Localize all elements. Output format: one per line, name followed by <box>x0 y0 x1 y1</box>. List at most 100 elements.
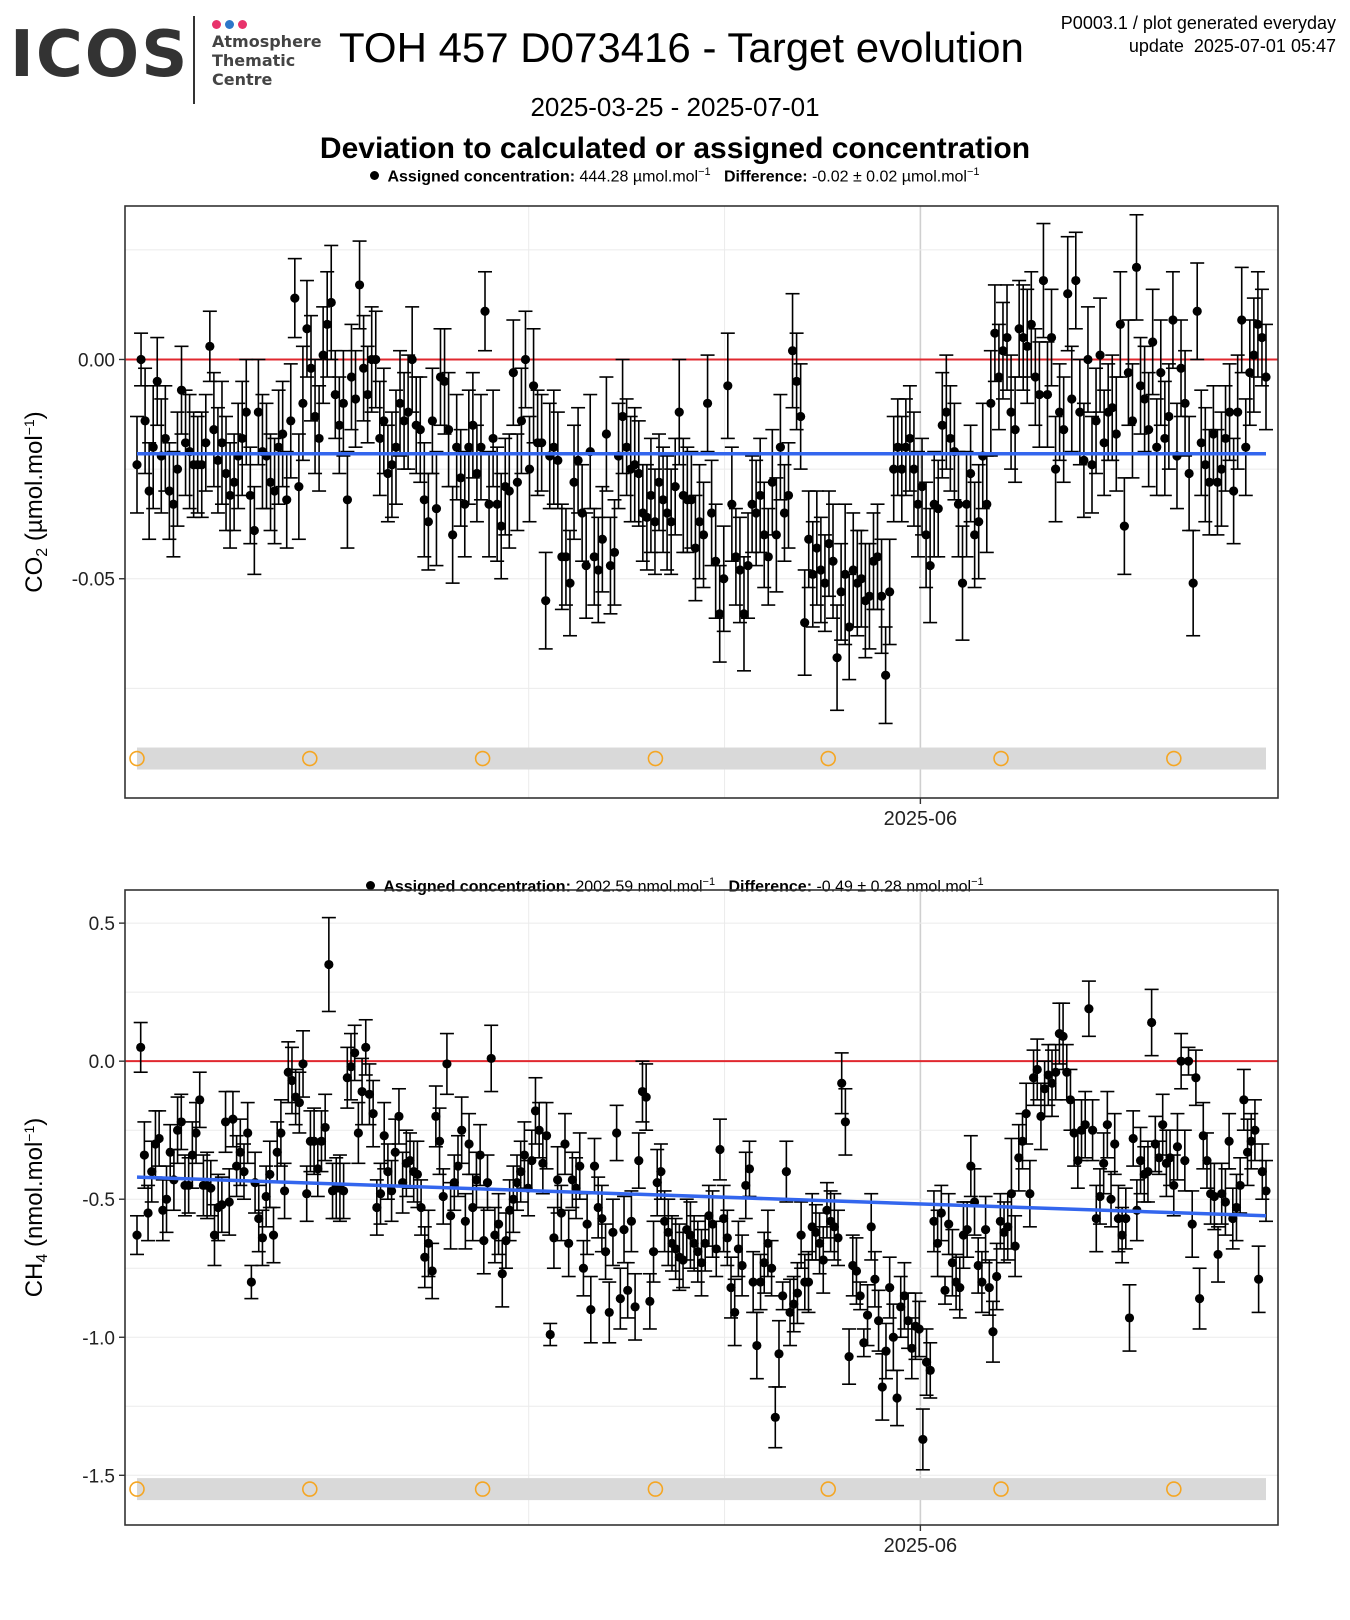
data-point <box>1123 368 1134 378</box>
data-point <box>990 328 1000 338</box>
data-point <box>375 1189 386 1199</box>
data-point <box>1006 407 1016 417</box>
data-point <box>265 477 276 487</box>
data-point <box>1250 1125 1260 1135</box>
data-point <box>593 565 603 575</box>
data-point <box>524 464 535 474</box>
data-point <box>1144 425 1154 435</box>
legend-assigned-exp: −1 <box>702 876 716 888</box>
data-point <box>988 1327 998 1337</box>
data-point <box>848 565 858 575</box>
data-point <box>855 1291 865 1301</box>
data-point <box>881 670 891 680</box>
data-point <box>269 486 280 496</box>
data-point <box>820 578 830 588</box>
ch4-panel: 0.5 0.0 -0.5 -1.0 -1.5 2025-06 CH4 (nmol.mol−1… <box>21 889 1279 1557</box>
data-point <box>353 1128 363 1138</box>
data-point <box>346 1062 356 1072</box>
data-point <box>759 1258 769 1268</box>
data-point <box>656 1167 666 1177</box>
data-point <box>1184 468 1194 479</box>
data-point <box>427 1266 437 1276</box>
data-point <box>306 363 316 373</box>
data-point <box>604 1307 614 1318</box>
data-point <box>824 539 834 549</box>
data-point <box>265 1169 275 1179</box>
data-point <box>1102 1120 1112 1130</box>
data-point <box>937 420 947 430</box>
legend-point-icon <box>366 881 376 891</box>
data-point <box>888 1332 898 1342</box>
ch4-legend: Assigned concentration: 2002.59 nmol.mol… <box>0 876 1350 896</box>
cylinder-change-marker <box>302 750 318 767</box>
cylinder-change-band <box>137 1478 1266 1501</box>
data-point <box>480 306 490 316</box>
data-point <box>152 376 162 387</box>
logo-dot <box>212 20 221 29</box>
data-point <box>804 534 814 544</box>
data-point <box>538 1158 548 1168</box>
data-point <box>197 460 207 470</box>
cylinder-change-band <box>137 747 1266 770</box>
data-point <box>508 368 518 378</box>
cylinder-change-marker <box>129 1481 145 1497</box>
data-point <box>775 442 786 452</box>
data-point <box>998 346 1008 356</box>
data-point <box>493 1219 504 1229</box>
data-point <box>278 429 288 439</box>
data-point <box>800 617 810 628</box>
data-point <box>1063 289 1073 299</box>
data-point <box>698 530 709 540</box>
data-point <box>654 477 664 487</box>
data-point <box>837 1078 847 1088</box>
data-point <box>1030 372 1040 382</box>
update-line: update 2025-07-01 05:47 <box>1128 36 1336 56</box>
data-point <box>662 508 672 518</box>
data-point <box>1213 1249 1223 1260</box>
data-point <box>743 560 753 571</box>
data-point <box>475 1150 485 1160</box>
data-point <box>774 1349 784 1359</box>
data-point <box>136 1042 146 1052</box>
data-point <box>1124 1313 1135 1323</box>
data-point <box>245 490 255 501</box>
data-point <box>905 433 915 444</box>
data-point <box>896 1302 906 1312</box>
data-point <box>1220 433 1231 444</box>
data-point <box>326 297 336 308</box>
data-point <box>302 324 312 334</box>
data-point <box>302 1189 312 1199</box>
data-point <box>605 560 616 571</box>
data-point <box>1010 425 1020 435</box>
data-point <box>1043 1070 1053 1080</box>
data-point <box>1034 389 1044 400</box>
data-point <box>980 1224 991 1235</box>
data-point <box>1111 429 1121 439</box>
cylinder-change-marker <box>474 750 491 767</box>
data-point <box>646 490 656 501</box>
data-point <box>763 552 773 562</box>
y-axis-label-part: CO <box>21 557 48 593</box>
data-point <box>575 1161 585 1171</box>
data-point <box>1212 477 1223 487</box>
data-point <box>519 1150 530 1160</box>
page-title: TOH 457 D073416 - Target evolution <box>339 24 1024 71</box>
data-point <box>239 1167 249 1177</box>
data-point <box>318 350 328 360</box>
cylinder-change-marker <box>1166 1481 1182 1497</box>
data-point <box>840 1117 850 1127</box>
data-point <box>589 1161 600 1171</box>
data-point <box>282 495 292 505</box>
data-point <box>1117 1230 1127 1240</box>
data-point <box>690 543 701 553</box>
data-point <box>443 425 454 435</box>
data-point <box>338 398 348 408</box>
y-tick-label: -1.5 <box>82 1466 115 1487</box>
data-point <box>856 574 866 584</box>
data-point <box>1025 1189 1035 1199</box>
cylinder-change-marker <box>820 1481 837 1497</box>
data-point <box>626 1216 636 1226</box>
data-point <box>995 1216 1005 1226</box>
data-point <box>324 959 334 970</box>
data-point <box>727 499 737 509</box>
